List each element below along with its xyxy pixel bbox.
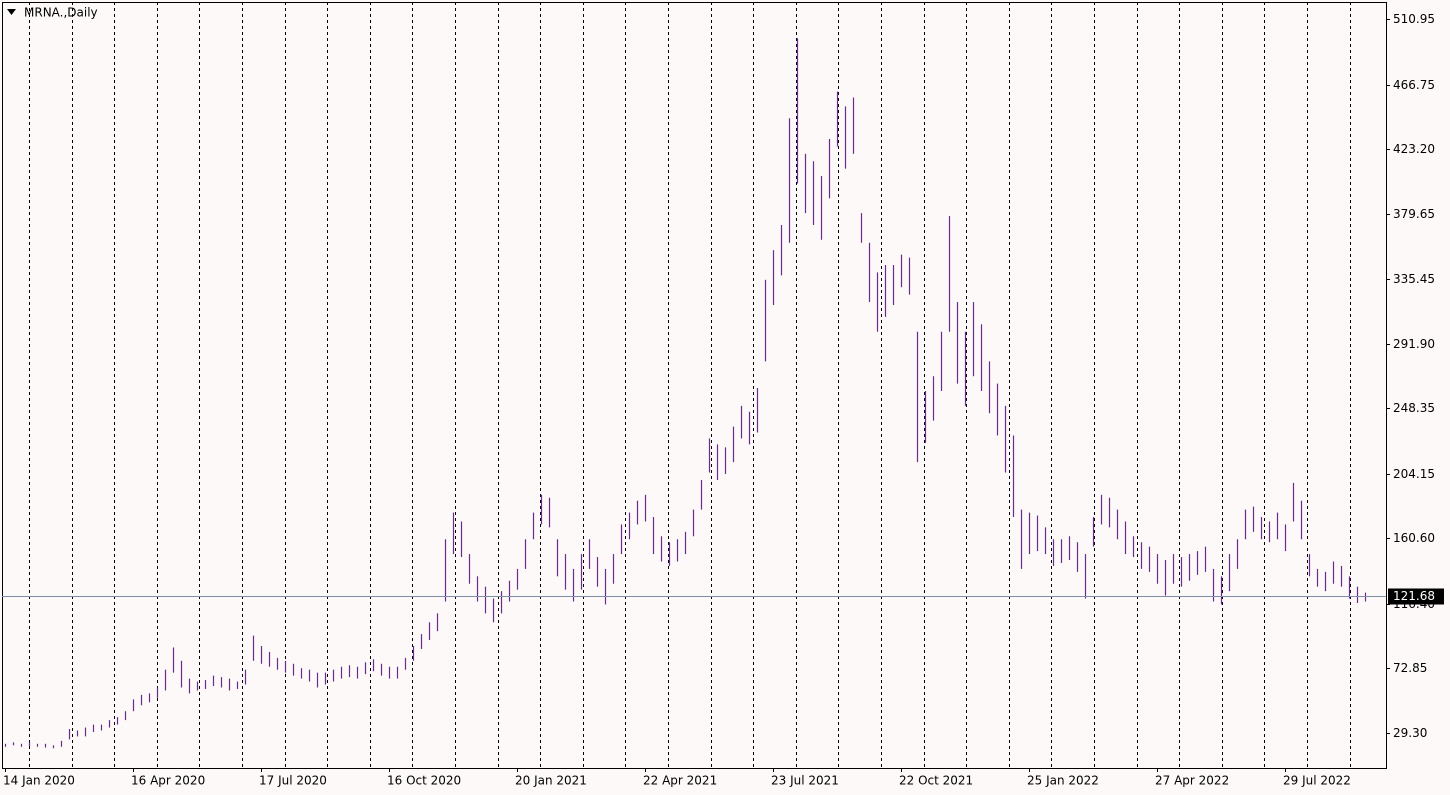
x-tick-label: 22 Oct 2021 xyxy=(899,774,973,788)
chart-title: MRNA.,Daily xyxy=(24,6,98,20)
y-tick-label: 248.35 xyxy=(1393,401,1435,415)
last-price-box xyxy=(1388,588,1444,605)
x-tick-label: 29 Jul 2022 xyxy=(1283,774,1351,788)
y-tick-label: 379.65 xyxy=(1393,207,1435,221)
y-tick-label: 204.15 xyxy=(1393,467,1435,481)
y-tick-label: 423.20 xyxy=(1393,142,1435,156)
x-tick-label: 17 Jul 2020 xyxy=(259,774,327,788)
x-tick-label: 14 Jan 2020 xyxy=(3,774,75,788)
y-tick-label: 160.60 xyxy=(1393,531,1435,545)
y-tick-label: 29.30 xyxy=(1393,726,1427,740)
x-tick-label: 16 Oct 2020 xyxy=(387,774,461,788)
x-tick-label: 27 Apr 2022 xyxy=(1155,774,1229,788)
x-tick-label: 25 Jan 2022 xyxy=(1027,774,1099,788)
y-tick-label: 72.85 xyxy=(1393,661,1427,675)
grid xyxy=(29,2,1351,768)
y-tick-label: 510.95 xyxy=(1393,12,1435,26)
last-price-label: 121.68 xyxy=(1393,589,1435,603)
y-tick-label: 335.45 xyxy=(1393,272,1435,286)
y-tick-label: 466.75 xyxy=(1393,78,1435,92)
y-tick-label: 291.90 xyxy=(1393,337,1435,351)
x-tick-label: 20 Jan 2021 xyxy=(515,774,587,788)
bars xyxy=(4,38,1367,749)
x-tick-label: 16 Apr 2020 xyxy=(131,774,205,788)
plot-frame xyxy=(2,2,1387,769)
x-tick-label: 23 Jul 2021 xyxy=(771,774,839,788)
x-tick-label: 22 Apr 2021 xyxy=(643,774,717,788)
menu-triangle[interactable] xyxy=(7,9,16,15)
